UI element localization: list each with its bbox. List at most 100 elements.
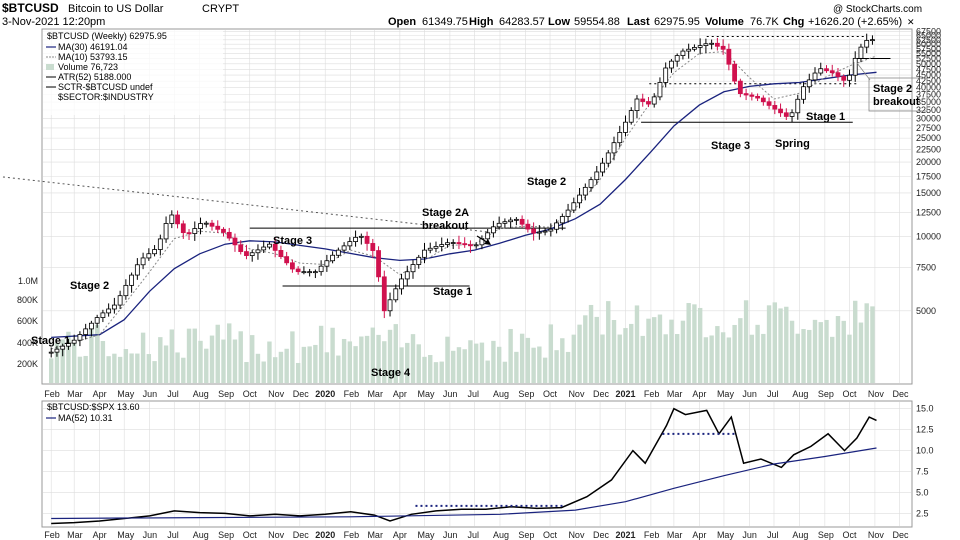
volume-bar (709, 335, 714, 383)
candlesticks (48, 33, 875, 358)
candle-body (519, 218, 525, 225)
y-tick-label: 32500 (916, 105, 941, 115)
y-tick-label: 17500 (916, 171, 941, 181)
price-axis: 6750065000625006000057500550005250050000… (916, 27, 941, 316)
volume-bar (801, 329, 806, 383)
trendline (0, 176, 491, 233)
candle-body (330, 254, 336, 262)
volume-bar (795, 333, 800, 383)
candle-body (456, 242, 462, 245)
candle-body (427, 247, 433, 251)
candle-body (531, 228, 537, 234)
candle-body (812, 72, 818, 81)
volume-bar (542, 357, 548, 383)
x-tick-label-bottom: Jul (767, 530, 779, 540)
volume-bar (267, 341, 272, 383)
candle-body (209, 222, 215, 227)
candle-body (491, 226, 496, 234)
volume-bar (238, 331, 243, 383)
volume-bar (106, 356, 111, 383)
x-tick-label-bottom: Jul (167, 530, 179, 540)
candle-body (594, 171, 600, 181)
x-tick-label-top: May (117, 389, 135, 399)
volume-bar (129, 353, 134, 383)
annotation-stage3-2019: Stage 3 (273, 235, 312, 247)
candle-body (450, 242, 456, 244)
volume-bar (697, 307, 703, 383)
volume-bar (158, 337, 163, 383)
x-tick-label-top: Nov (868, 389, 885, 399)
x-tick-label-bottom: Dec (293, 530, 310, 540)
volume-bar (175, 352, 180, 383)
candle-body (617, 132, 623, 144)
volume-bar (209, 335, 215, 383)
legend-line-price: $BTCUSD (Weekly) 62975.95 (47, 31, 167, 41)
x-tick-label-bottom: Aug (493, 530, 509, 540)
candle-body (697, 45, 703, 48)
x-tick-label-bottom: Oct (243, 530, 258, 540)
close-icon[interactable]: ✕ (907, 17, 915, 27)
x-tick-label-top: Mar (367, 389, 383, 399)
x-tick-label-bottom: Apr (93, 530, 107, 540)
candle-body (841, 76, 847, 81)
candle-body (502, 221, 508, 224)
y-tick-label: 45000 (916, 70, 941, 80)
y-tick-label: 22500 (916, 144, 941, 154)
candle-body (364, 235, 370, 244)
volume-bar (428, 354, 433, 383)
x-tick-label-top: Jun (742, 389, 757, 399)
volume-bar (479, 342, 485, 383)
candle-body (743, 93, 749, 96)
candle-body (513, 218, 519, 221)
candle-body (221, 228, 226, 233)
volume-bar (192, 328, 197, 383)
x-tick-label-bottom: May (717, 530, 735, 540)
volume-tick-label: 400K (17, 338, 38, 348)
y-tick-label: 47500 (916, 64, 941, 74)
ratio-grid (43, 402, 911, 526)
volume-bar (410, 334, 416, 383)
x-tick-label-top: Apr (692, 389, 706, 399)
volume-bar (692, 304, 697, 383)
volume-bar (646, 318, 651, 383)
candle-body (703, 43, 709, 46)
candle-body (565, 209, 571, 217)
candle-body (588, 179, 594, 188)
volume-bar (594, 316, 599, 383)
high-label: High (469, 16, 494, 28)
volume-bar (600, 334, 605, 383)
low-value: 59554.88 (574, 16, 620, 28)
candle-body (140, 257, 146, 266)
chg-value: +1626.20 (+2.65%) (808, 16, 902, 28)
candle-body (680, 50, 686, 56)
open-value: 61349.75 (422, 16, 468, 28)
volume-bar (743, 300, 749, 383)
volume-bar (353, 346, 358, 383)
volume-bar (496, 346, 502, 383)
candle-body (192, 228, 198, 234)
candle-body (462, 243, 468, 246)
volume-bar (669, 319, 674, 383)
y-tick-label: 40000 (916, 83, 941, 93)
candle-body (605, 152, 611, 164)
volume-tick-label: 800K (17, 295, 38, 305)
x-tick-label-top: Nov (268, 389, 285, 399)
candle-body (686, 48, 692, 52)
volume-bar (439, 361, 444, 383)
candle-body (554, 222, 559, 230)
candle-body (600, 162, 605, 173)
candle-body (473, 244, 479, 247)
volume-bar (502, 361, 508, 383)
x-tick-label-bottom: Jun (742, 530, 757, 540)
candle-body (623, 121, 628, 133)
candle-body (134, 264, 140, 276)
volume-bar (227, 323, 232, 383)
volume-bar (789, 320, 795, 383)
legend-ratio: $BTCUSD:$SPX 13.60 (47, 402, 140, 412)
candle-body (496, 222, 502, 228)
volume-bar (772, 302, 778, 383)
candle-body (720, 45, 726, 50)
candle-body (387, 299, 393, 312)
candle-body (393, 288, 399, 301)
volume-bar (858, 322, 864, 383)
